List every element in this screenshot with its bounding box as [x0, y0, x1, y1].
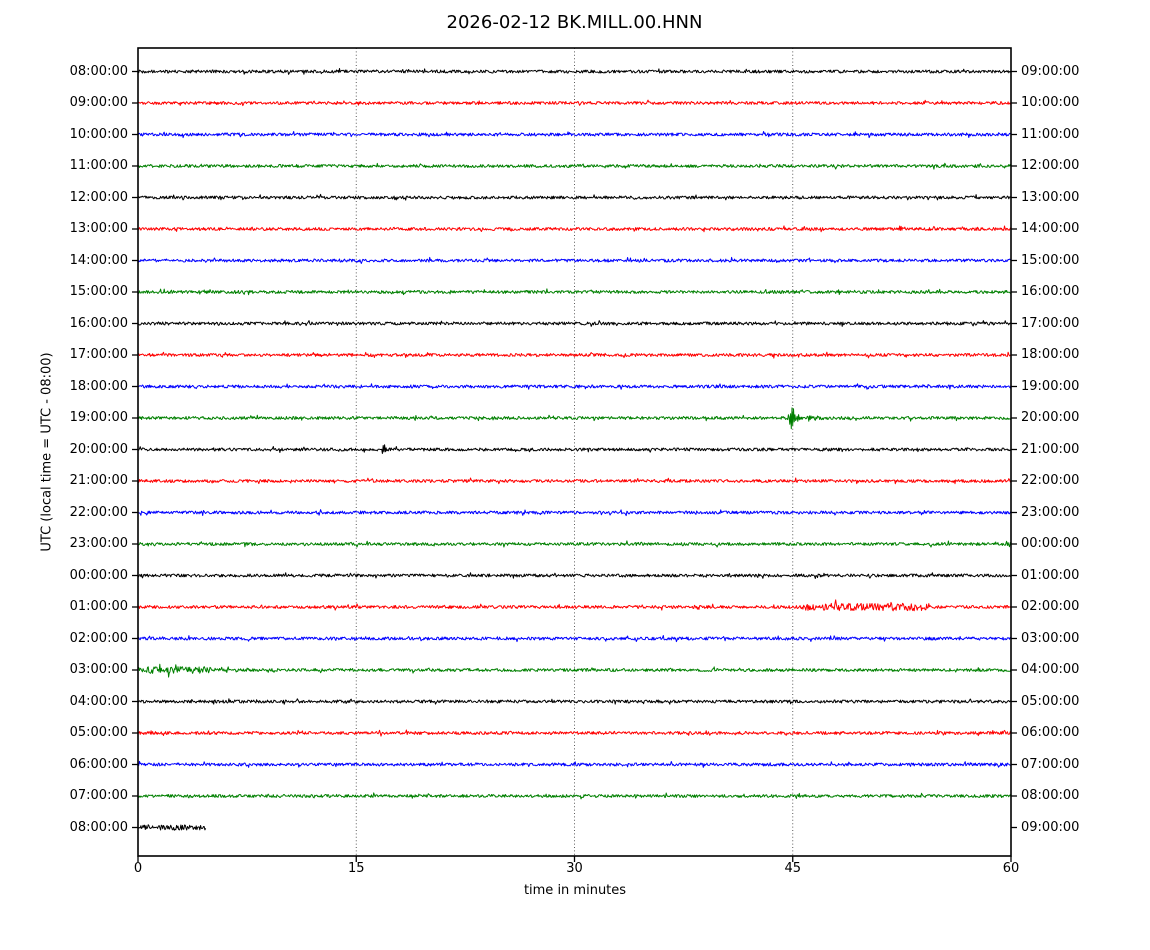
seismogram-trace-16:00:00: [137, 320, 1012, 327]
seismogram-trace-23:00:00: [137, 540, 1012, 548]
seismogram-trace-06:00:00: [137, 760, 1012, 768]
left-time-label: 19:00:00: [69, 410, 128, 425]
seismogram-trace-20:00:00: [137, 444, 1012, 454]
right-time-label: 09:00:00: [1021, 63, 1080, 79]
left-time-label: 06:00:00: [69, 756, 128, 772]
seismogram-trace-17:00:00: [137, 351, 1012, 359]
seismogram-trace-22:00:00: [138, 509, 1012, 517]
x-tick-label: 30: [566, 861, 583, 876]
left-time-label: 02:00:00: [69, 630, 128, 646]
right-time-label: 08:00:00: [1021, 788, 1080, 803]
right-time-label: 17:00:00: [1021, 315, 1080, 331]
left-time-label: 09:00:00: [69, 95, 128, 110]
seismogram-trace-09:00:00: [137, 99, 1012, 107]
right-time-label: 06:00:00: [1021, 725, 1080, 740]
x-tick-label: 0: [133, 861, 143, 876]
seismogram-trace-03:00:00: [137, 663, 1012, 678]
x-axis-title: time in minutes: [523, 883, 627, 898]
left-time-label: 12:00:00: [69, 189, 128, 205]
seismogram-trace-15:00:00: [137, 288, 1012, 296]
x-tick-label: 60: [1002, 861, 1020, 876]
left-time-label: 07:00:00: [69, 788, 128, 803]
right-time-label: 15:00:00: [1021, 252, 1080, 268]
right-time-label: 00:00:00: [1021, 536, 1080, 551]
left-time-label: 18:00:00: [69, 378, 128, 394]
seismogram-trace-05:00:00: [137, 729, 1012, 737]
left-time-label: 22:00:00: [69, 504, 128, 520]
x-tick-label: 15: [347, 861, 365, 876]
right-time-label: 19:00:00: [1021, 378, 1080, 394]
seismogram-trace-02:00:00: [137, 635, 1012, 643]
right-time-label: 21:00:00: [1021, 441, 1080, 457]
seismogram-trace-07:00:00: [137, 792, 1012, 800]
right-time-label: 03:00:00: [1021, 630, 1080, 646]
right-time-label: 02:00:00: [1021, 599, 1080, 614]
seismogram-trace-11:00:00: [137, 162, 1012, 170]
seismogram-trace-10:00:00: [137, 131, 1012, 139]
seismogram-trace-14:00:00: [137, 256, 1012, 264]
right-time-label: 05:00:00: [1021, 693, 1080, 709]
left-time-label: 13:00:00: [69, 221, 128, 236]
left-time-label: 04:00:00: [69, 693, 128, 709]
left-time-label: 20:00:00: [69, 441, 128, 457]
left-time-label: 08:00:00: [69, 819, 128, 835]
seismogram-trace-13:00:00: [138, 225, 1012, 233]
left-time-label: 15:00:00: [69, 284, 128, 299]
left-time-label: 21:00:00: [69, 473, 128, 488]
right-time-label: 07:00:00: [1021, 756, 1080, 772]
seismogram-trace-18:00:00: [137, 383, 1012, 390]
seismogram-trace-08:00:00: [137, 824, 207, 831]
seismogram-trace-08:00:00: [137, 68, 1012, 75]
right-time-label: 04:00:00: [1021, 662, 1080, 677]
left-time-label: 11:00:00: [69, 158, 128, 173]
right-time-label: 23:00:00: [1021, 504, 1080, 520]
left-time-label: 00:00:00: [69, 567, 128, 583]
plot-border: [137, 47, 1012, 857]
right-time-label: 16:00:00: [1021, 284, 1080, 299]
left-time-label: 14:00:00: [69, 252, 128, 268]
x-tick-label: 45: [784, 861, 802, 876]
seismogram-trace-12:00:00: [137, 193, 1012, 201]
left-time-label: 08:00:00: [69, 63, 128, 79]
right-time-label: 11:00:00: [1021, 126, 1080, 142]
left-time-label: 10:00:00: [69, 126, 128, 142]
chart-title: 2026-02-12 BK.MILL.00.HNN: [446, 12, 703, 33]
left-time-label: 05:00:00: [69, 725, 128, 740]
right-time-label: 20:00:00: [1021, 410, 1080, 425]
right-time-label: 18:00:00: [1021, 347, 1080, 362]
seismogram-trace-19:00:00: [137, 407, 1012, 430]
left-time-label: 03:00:00: [69, 662, 128, 677]
seismogram-trace-01:00:00: [137, 599, 1012, 612]
right-time-label: 01:00:00: [1021, 567, 1080, 583]
seismogram-trace-21:00:00: [137, 477, 1012, 485]
left-time-label: 16:00:00: [69, 315, 128, 331]
right-time-label: 14:00:00: [1021, 221, 1080, 236]
seismogram-trace-04:00:00: [137, 698, 1012, 705]
right-time-label: 09:00:00: [1021, 819, 1080, 835]
right-time-label: 22:00:00: [1021, 473, 1080, 488]
right-time-label: 12:00:00: [1021, 158, 1080, 173]
right-time-label: 13:00:00: [1021, 189, 1080, 205]
left-time-label: 17:00:00: [69, 347, 128, 362]
seismogram-trace-00:00:00: [137, 572, 1011, 579]
right-time-label: 10:00:00: [1021, 95, 1080, 110]
left-time-label: 01:00:00: [69, 599, 128, 614]
left-time-label: 23:00:00: [69, 536, 128, 551]
